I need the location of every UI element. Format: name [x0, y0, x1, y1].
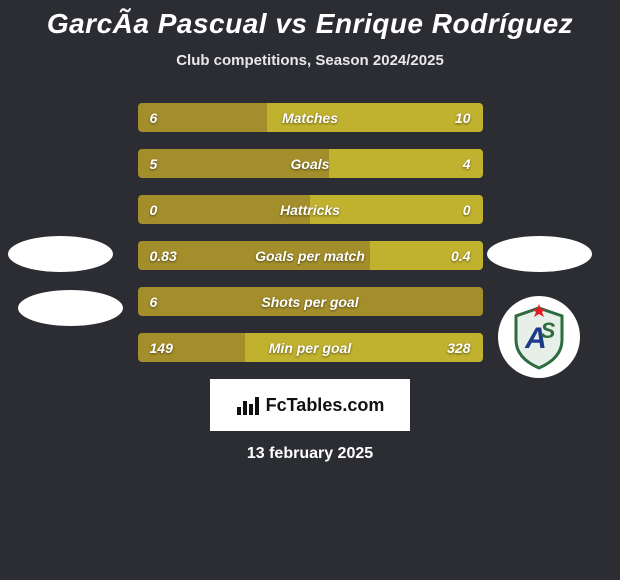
avatar-left-0 [8, 236, 113, 272]
stat-row: Hattricks0 0 [138, 195, 483, 224]
stat-row: Goals5 4 [138, 149, 483, 178]
svg-text:S: S [541, 318, 556, 343]
stats-panel: Matches610Goals54Hattricks00Goals per ma… [138, 103, 483, 362]
stat-value-left: 0.83 [150, 241, 177, 270]
stat-value-left: 5 [150, 149, 158, 178]
stat-value-right: 10 [455, 103, 471, 132]
club-badge-icon: AS [504, 302, 574, 372]
stat-value-right: 0.4 [451, 241, 470, 270]
bars-icon [236, 395, 260, 415]
avatar-left-1 [18, 290, 123, 326]
stat-row: Min per goal149 328 [138, 333, 483, 362]
stat-row: Matches6 10 [138, 103, 483, 132]
club-badge: AS [498, 296, 580, 378]
stat-value-left: 149 [150, 333, 173, 362]
date-label: 13 february 2025 [0, 445, 620, 463]
stat-row: Goals per match0.83 0.4 [138, 241, 483, 270]
stat-label: Matches [138, 103, 483, 132]
stat-row: Shots per goal6 [138, 287, 483, 316]
stat-label: Goals per match [138, 241, 483, 270]
stat-value-right: 0 [463, 195, 471, 224]
stat-value-left: 6 [150, 103, 158, 132]
avatar-right-0 [487, 236, 592, 272]
branding-badge: FcTables.com [210, 379, 410, 431]
stat-value-right: 4 [463, 149, 471, 178]
comparison-infographic: GarcÃ­a Pascual vs Enrique Rodríguez Clu… [0, 0, 620, 580]
stat-value-right: 328 [447, 333, 470, 362]
page-title: GarcÃ­a Pascual vs Enrique Rodríguez [0, 0, 620, 40]
branding-text: FcTables.com [266, 395, 385, 416]
svg-text:A: A [524, 322, 547, 355]
stat-label: Shots per goal [138, 287, 483, 316]
stat-label: Hattricks [138, 195, 483, 224]
stat-label: Goals [138, 149, 483, 178]
page-subtitle: Club competitions, Season 2024/2025 [0, 52, 620, 69]
stat-value-left: 0 [150, 195, 158, 224]
stat-label: Min per goal [138, 333, 483, 362]
stat-value-left: 6 [150, 287, 158, 316]
